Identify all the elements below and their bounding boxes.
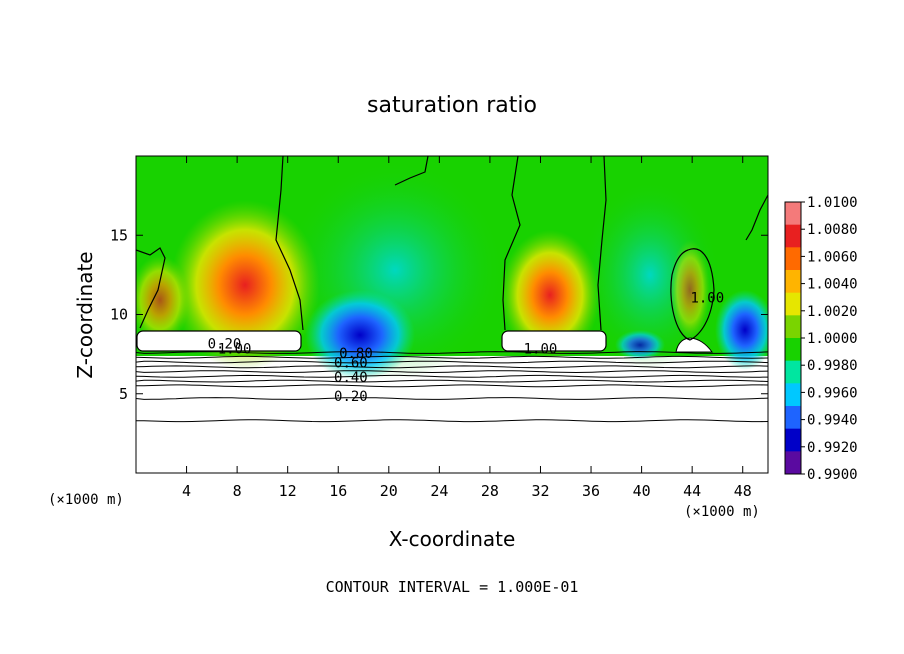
colorbar-segment	[785, 383, 801, 407]
contour-label: 1.00	[218, 341, 252, 357]
contour-line	[135, 397, 769, 400]
colorbar-segment	[785, 360, 801, 384]
y-axis-label: Z-coordinate	[73, 251, 97, 378]
x-axis: 4 8 12 16 20 24 28 32 36 40 44 48	[182, 156, 752, 500]
colorbar-segment	[785, 315, 801, 339]
contour-label: 1.00	[524, 341, 558, 357]
colorbar-tick-label: 0.9960	[807, 385, 858, 401]
contour-interval-note: CONTOUR INTERVAL = 1.000E-01	[326, 578, 579, 596]
x-tick-label: 24	[430, 482, 448, 500]
contour-line	[135, 355, 769, 359]
colorbar-tick-label: 1.0100	[807, 195, 858, 211]
contour-line	[135, 374, 769, 378]
colorbar-segment	[785, 247, 801, 271]
contour-line	[136, 419, 769, 423]
contour-label: 0.60	[334, 356, 368, 372]
colorbar-tick-label: 1.0060	[807, 249, 858, 265]
x-unit-right: (×1000 m)	[684, 504, 760, 520]
x-tick-label: 44	[683, 482, 701, 500]
x-tick-label: 28	[481, 482, 499, 500]
colorbar-tick-label: 0.9920	[807, 440, 858, 456]
contour-line	[135, 365, 769, 369]
colorbar-tick-label: 1.0000	[807, 331, 858, 347]
colorbar-tick-label: 1.0040	[807, 277, 858, 293]
contour-label: 0.40	[334, 370, 368, 386]
y-tick-label: 5	[119, 385, 128, 403]
y-tick-label: 15	[110, 226, 128, 244]
x-axis-label: X-coordinate	[389, 527, 516, 551]
colorbar-tick-label: 0.9940	[807, 413, 858, 429]
colorbar-tick-label: 1.0020	[807, 304, 858, 320]
contour-line	[135, 360, 769, 364]
colorbar: 1.0100 1.0080 1.0060 1.0040 1.0020 1.0000 0.99…	[784, 195, 858, 483]
y-tick-label: 10	[110, 306, 128, 324]
colorbar-segment	[785, 224, 801, 248]
colorbar-segment	[785, 202, 801, 226]
x-tick-label: 20	[380, 482, 398, 500]
colorbar-segment	[785, 428, 801, 452]
contour-line	[136, 384, 769, 388]
contour-label: 1.00	[690, 291, 724, 307]
colorbar-segment	[785, 270, 801, 294]
colorbar-segment	[785, 451, 801, 475]
x-unit-left: (×1000 m)	[48, 492, 124, 508]
contour-label: 0.20	[208, 337, 242, 353]
chart-title: saturation ratio	[367, 93, 537, 118]
x-tick-label: 48	[734, 482, 752, 500]
colorbar-tick-label: 1.0080	[807, 222, 858, 238]
x-tick-label: 36	[582, 482, 600, 500]
contour-lines	[135, 351, 769, 423]
contour-labels: 1.000.200.800.600.400.201.001.00	[208, 291, 725, 405]
x-tick-label: 40	[633, 482, 651, 500]
colorbar-segment	[785, 406, 801, 430]
heatmap-field	[136, 156, 768, 473]
x-tick-label: 16	[329, 482, 347, 500]
colorbar-segment	[785, 292, 801, 316]
contour-line	[135, 351, 769, 354]
x-tick-label: 4	[182, 482, 191, 500]
colorbar-tick-label: 0.9980	[807, 358, 858, 374]
contour-line	[135, 379, 769, 383]
colorbar-segment	[785, 338, 801, 362]
x-tick-label: 8	[233, 482, 242, 500]
x-tick-label: 32	[531, 482, 549, 500]
contour-label: 0.20	[334, 389, 368, 405]
contour-line	[135, 370, 769, 374]
x-tick-label: 12	[279, 482, 297, 500]
contour-label: 0.80	[339, 346, 373, 362]
y-axis: 5 10 15	[110, 226, 768, 403]
colorbar-tick-label: 0.9900	[807, 467, 858, 483]
